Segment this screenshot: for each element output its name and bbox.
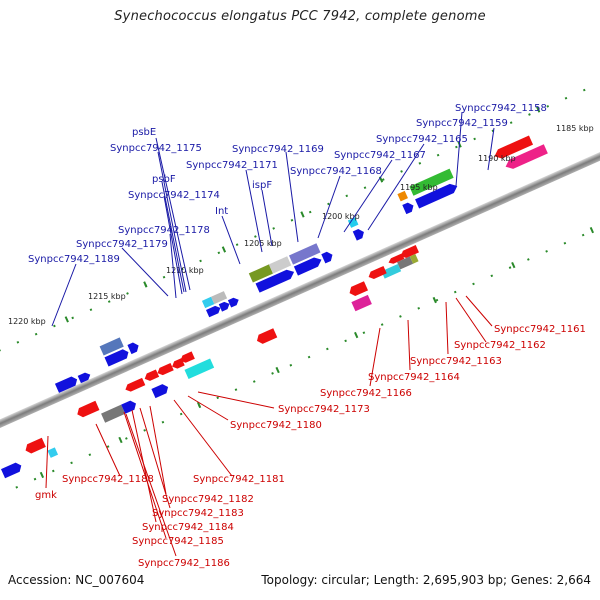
gene-label: Synpcc7942_1174 [128,190,220,201]
gene-label: Synpcc7942_1158 [455,103,547,114]
kbp-label: 1210 kbp [166,266,204,275]
gene-arrow [352,229,364,241]
gene-arrow-reverse [388,253,405,264]
gene-label: Synpcc7942_1161 [494,324,586,335]
feature-bar [347,217,359,228]
kbp-label: 1205 kbp [244,239,282,248]
kbp-label: 1185 kbp [556,124,594,133]
feature-bar [211,291,228,305]
gene-arrow-reverse [368,265,387,279]
gene-arrow-reverse [349,281,369,297]
feature-bar [268,256,292,274]
genome-info-text: Topology: circular; Length: 2,695,903 bp… [261,573,591,587]
genome-backbone [0,115,600,465]
forward-strand-features [54,135,548,393]
kbp-labels: 1185 kbp 1190 kbp 1195 kbp 1200 kbp 1205… [8,124,594,326]
top-gene-labels: Synpcc7942_1158 Synpcc7942_1159 Synpcc79… [28,103,547,265]
gene-arrow [0,462,22,479]
gene-label: Synpcc7942_1186 [138,558,230,569]
gene-arrow-reverse [125,377,146,392]
bottom-gene-labels: Synpcc7942_1161 Synpcc7942_1162 Synpcc79… [35,324,586,569]
gene-label: ispF [252,180,272,191]
gene-arrow [127,342,139,355]
gene-label: Synpcc7942_1183 [152,508,244,519]
gene-label: Synpcc7942_1185 [132,536,224,547]
kbp-label: 1200 kbp [322,212,360,221]
gene-label: Synpcc7942_1188 [62,474,154,485]
feature-bar [351,294,372,312]
gene-arrow-reverse [144,369,160,381]
gene-arrow [205,305,221,318]
feature-bar [381,263,402,279]
gene-label: Synpcc7942_1159 [416,118,508,129]
gene-label: Synpcc7942_1180 [230,420,322,431]
reverse-strand-features [0,245,419,479]
feature-bar [289,243,321,265]
gene-label: psbF [152,174,176,185]
label-leader-lines-top [51,111,495,327]
kbp-label: 1190 kbp [478,154,516,163]
gene-arrow [77,372,91,384]
feature-bar [409,253,419,264]
gene-arrow-reverse [180,351,195,363]
gene-arrow-reverse [77,400,100,418]
gene-arrow [54,376,78,393]
gene-arrow [151,384,169,399]
gene-arrow-reverse [505,144,548,169]
accession-text: Accession: NC_007604 [8,573,145,587]
kbp-label: 1220 kbp [8,317,46,326]
feature-bar [248,264,273,283]
gene-label: Synpcc7942_1178 [118,225,210,236]
gene-arrow [104,349,129,367]
feature-bar [409,168,454,196]
tick-ruler-top [0,88,586,352]
gene-label: psbE [132,127,156,138]
gene-label: Int [215,206,228,217]
gene-label: Synpcc7942_1163 [410,356,502,367]
feature-bar [201,296,215,309]
feature-bar [47,447,59,458]
gene-label: Synpcc7942_1164 [368,372,460,383]
feature-bar [184,358,215,380]
gene-label: Synpcc7942_1184 [142,522,234,533]
gene-arrow-reverse [400,245,419,259]
feature-bar [397,190,408,202]
feature-bar [397,256,414,270]
gene-arrow [293,257,322,276]
kbp-label: 1215 kbp [88,292,126,301]
gene-label: Synpcc7942_1171 [186,160,278,171]
gene-label: Synpcc7942_1175 [110,143,202,154]
gene-arrow-reverse [157,362,174,376]
gene-arrow [402,202,414,215]
map-title: Synechococcus elongatus PCC 7942, comple… [114,9,486,24]
gene-label: Synpcc7942_1181 [193,474,285,485]
gene-label: Synpcc7942_1169 [232,144,324,155]
gene-arrow [255,269,295,293]
gene-arrow-reverse [25,437,46,454]
gene-label: Synpcc7942_1167 [334,150,426,161]
gene-arrow [415,183,458,209]
gene-label: Synpcc7942_1165 [376,134,468,145]
feature-bar [101,404,126,423]
label-leader-lines-bottom [45,295,493,557]
gene-arrow [227,297,239,308]
tick-ruler-bottom [15,226,595,489]
gene-label: Synpcc7942_1179 [76,239,168,250]
gene-label: Synpcc7942_1189 [28,254,120,265]
gene-label: Synpcc7942_1173 [278,404,370,415]
gene-arrow-reverse [256,328,278,344]
slanted-map [0,88,600,489]
gene-arrow [321,251,333,264]
gene-label: Synpcc7942_1182 [162,494,254,505]
gene-label: gmk [35,490,57,501]
gene-arrow-reverse [494,135,534,159]
gene-label: Synpcc7942_1168 [290,166,382,177]
gene-arrow-reverse [172,358,185,369]
kbp-label: 1195 kbp [400,183,438,192]
gene-arrow [218,301,230,312]
feature-bar [99,337,124,356]
gene-label: Synpcc7942_1166 [320,388,412,399]
gene-label: Synpcc7942_1162 [454,340,546,351]
